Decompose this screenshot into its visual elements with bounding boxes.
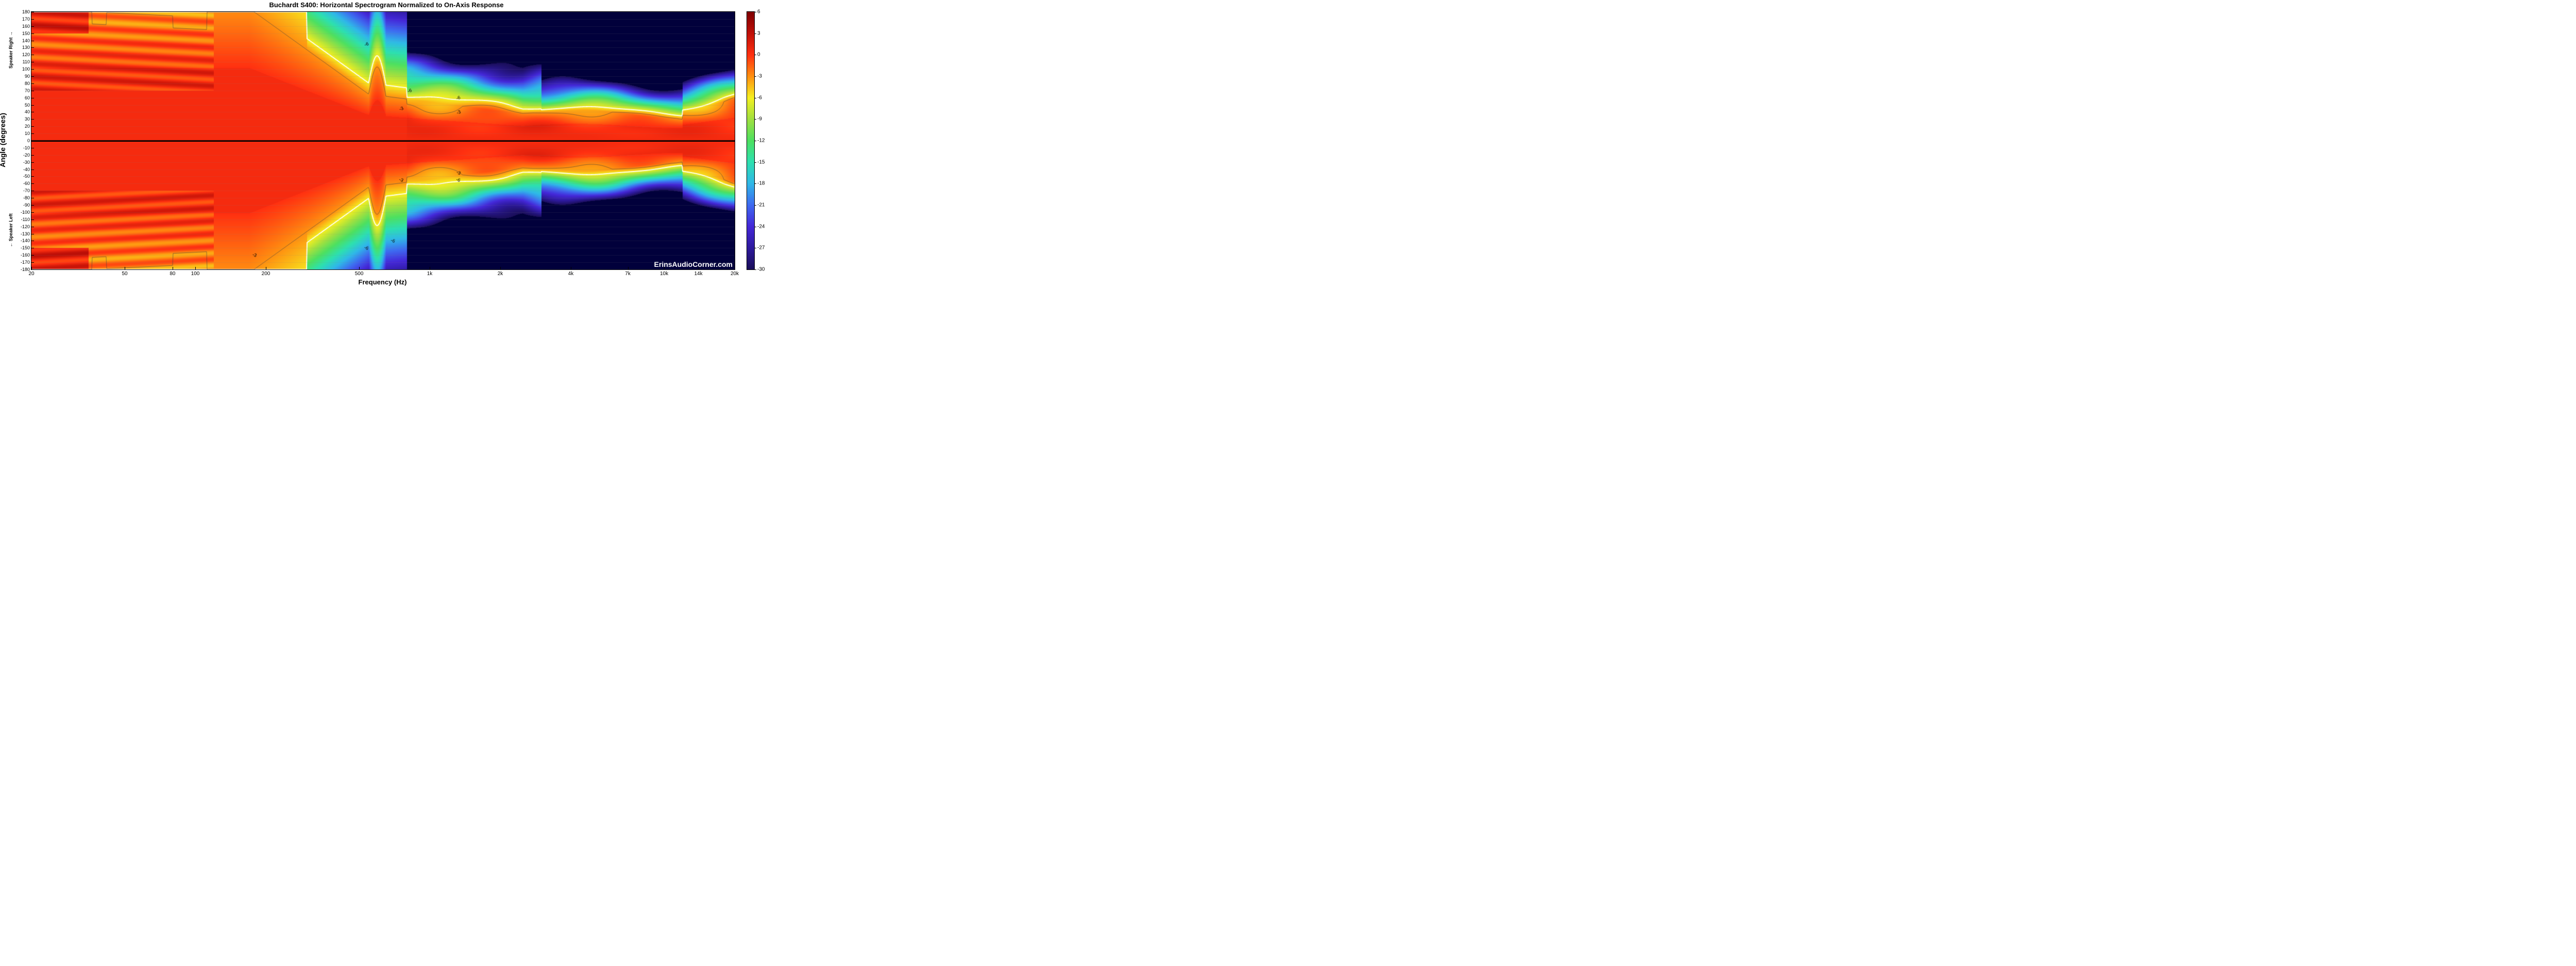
colorbar-tick: 3: [757, 30, 760, 36]
colorbar-tick: -30: [757, 267, 765, 273]
spectrogram-figure: Buchardt S400: Horizontal Spectrogram No…: [0, 0, 773, 290]
on-axis-line: [31, 141, 735, 142]
colorbar-tick: -12: [757, 138, 765, 144]
x-tick-label: 1k: [427, 269, 433, 277]
x-tick-label: 14k: [694, 269, 702, 277]
x-tick-label: 200: [262, 269, 270, 277]
x-tick-label: 500: [355, 269, 364, 277]
colorbar-tick: -24: [757, 224, 765, 229]
x-tick-label: 7k: [625, 269, 631, 277]
x-tick-label: 50: [122, 269, 128, 277]
y-tick-label: 30: [14, 116, 30, 122]
x-tick-label: 2k: [498, 269, 503, 277]
x-tick-label: 20k: [731, 269, 739, 277]
y-tick-label: -150: [14, 245, 30, 250]
y-tick-label: 50: [14, 103, 30, 108]
y-tick-label: 180: [14, 9, 30, 14]
y-tick-label: -40: [14, 167, 30, 172]
chart-title: Buchardt S400: Horizontal Spectrogram No…: [0, 1, 773, 9]
y-axis-label-bottom: ← Speaker Left: [7, 192, 15, 269]
y-tick-label: -50: [14, 174, 30, 179]
y-tick-label: -20: [14, 152, 30, 158]
watermark: ErinsAudioCorner.com: [654, 260, 733, 268]
y-tick-label: 150: [14, 31, 30, 36]
y-tick-label: 140: [14, 38, 30, 43]
y-tick-label: -180: [14, 267, 30, 272]
colorbar-tick: -18: [757, 181, 765, 187]
colorbar-tick: -9: [757, 116, 762, 122]
y-tick-label: 90: [14, 74, 30, 79]
colorbar: -30-27-24-21-18-15-12-9-6-3036: [747, 11, 755, 270]
x-tick-label: 10k: [660, 269, 668, 277]
y-tick-label: 120: [14, 52, 30, 57]
colorbar-tick: -15: [757, 159, 765, 165]
y-tick-label: 60: [14, 95, 30, 100]
y-tick-label: -60: [14, 181, 30, 186]
y-tick-label: -120: [14, 224, 30, 229]
y-tick-label: 70: [14, 88, 30, 93]
x-tick-label: 80: [170, 269, 175, 277]
y-tick-label: -90: [14, 202, 30, 208]
y-tick-label: -100: [14, 210, 30, 215]
y-tick-label: -130: [14, 231, 30, 236]
y-tick-label: -10: [14, 145, 30, 150]
colorbar-tick: -27: [757, 245, 765, 251]
y-tick-label: -70: [14, 188, 30, 193]
colorbar-tick: -6: [757, 95, 762, 100]
y-tick-label: -170: [14, 260, 30, 265]
y-tick-label: -80: [14, 195, 30, 200]
y-axis-label-top: Speaker Right →: [7, 11, 15, 89]
plot-area: ErinsAudioCorner.com 2050801002005001k2k…: [31, 11, 735, 270]
y-tick-label: 40: [14, 109, 30, 114]
y-tick-label: 130: [14, 45, 30, 50]
y-tick-label: -160: [14, 252, 30, 258]
y-tick-label: -140: [14, 238, 30, 243]
y-tick-label: -30: [14, 160, 30, 165]
colorbar-tick: 0: [757, 52, 760, 58]
x-axis-label: Frequency (Hz): [31, 278, 734, 286]
y-tick-label: 0: [14, 138, 30, 143]
x-tick-label: 100: [191, 269, 200, 277]
y-tick-label: 100: [14, 66, 30, 72]
colorbar-tick: 6: [757, 9, 760, 15]
y-tick-label: 170: [14, 16, 30, 22]
y-tick-label: 80: [14, 81, 30, 86]
x-tick-label: 4k: [568, 269, 574, 277]
y-tick-label: 110: [14, 59, 30, 64]
y-tick-label: -110: [14, 217, 30, 222]
colorbar-canvas: [747, 12, 754, 269]
y-tick-label: 10: [14, 131, 30, 136]
y-tick-label: 20: [14, 124, 30, 129]
colorbar-tick: -3: [757, 74, 762, 79]
colorbar-tick: -21: [757, 202, 765, 208]
y-tick-label: 160: [14, 24, 30, 29]
